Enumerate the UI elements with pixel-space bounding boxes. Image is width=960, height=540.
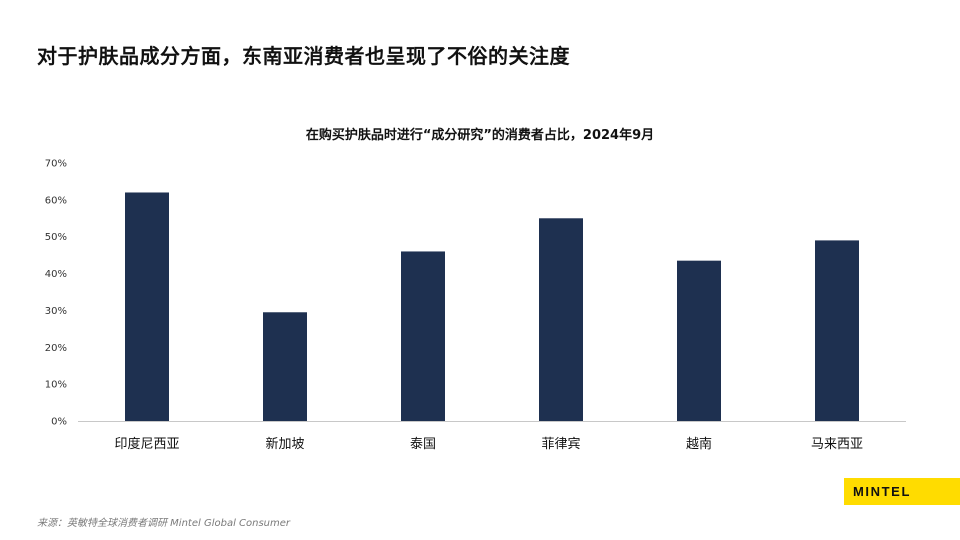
chart-title: 在购买护肤品时进行“成分研究”的消费者占比，2024年9月 [305,128,655,143]
y-tick-label: 10% [45,380,67,391]
bar [263,312,307,421]
x-tick-label: 菲律宾 [541,436,580,452]
x-tick-label: 新加坡 [265,436,304,452]
y-tick-label: 70% [45,159,67,170]
y-tick-label: 40% [45,269,67,280]
x-tick-label: 马来西亚 [811,437,863,452]
bar [677,260,721,421]
bar-series [125,192,859,421]
page-title: 对于护肤品成分方面，东南亚消费者也呈现了不俗的关注度 [37,44,570,68]
y-tick-label: 50% [45,232,67,243]
bar [125,192,169,421]
mintel-logo: MINTEL [844,478,960,505]
y-tick-label: 0% [51,417,67,428]
y-axis-tick-labels: 0% 10% 20% 30% 40% 50% 60% 70% [45,159,67,428]
source-note: 来源：英敏特全球消费者调研 Mintel Global Consumer [37,518,291,529]
y-tick-label: 30% [45,306,67,317]
bar [401,251,445,421]
logo-text: MINTEL [853,484,911,499]
x-axis-tick-labels: 印度尼西亚 新加坡 泰国 菲律宾 越南 马来西亚 [114,436,863,452]
x-tick-label: 印度尼西亚 [114,436,179,452]
y-tick-label: 60% [45,195,67,206]
x-tick-label: 泰国 [410,437,436,452]
y-tick-label: 20% [45,343,67,354]
x-tick-label: 越南 [686,436,712,452]
bar [815,240,859,421]
bar [539,218,583,421]
